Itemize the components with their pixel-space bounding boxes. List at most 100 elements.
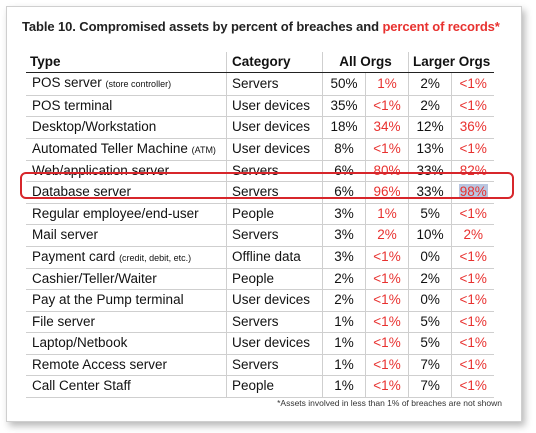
cell-all-records-text: <1%: [373, 335, 401, 351]
cell-all-breaches-text: 6%: [334, 163, 354, 179]
cell-larger-records: <1%: [451, 138, 495, 162]
cell-all-records: <1%: [365, 375, 409, 398]
cell-all-breaches-text: 1%: [334, 378, 354, 394]
cell-all-records: <1%: [365, 95, 409, 118]
cell-type-text: Regular employee/end-user: [32, 205, 199, 221]
cell-larger-records-text: <1%: [459, 292, 487, 308]
cell-all-breaches-text: 2%: [334, 271, 354, 287]
cell-larger-breaches-text: 5%: [420, 313, 440, 329]
title-main: Table 10. Compromised assets by percent …: [22, 19, 383, 34]
cell-all-breaches-text: 3%: [334, 205, 354, 221]
cell-all-records-text: <1%: [373, 356, 401, 372]
cell-all-records-text: 80%: [373, 163, 401, 179]
cell-larger-records-text: <1%: [459, 335, 487, 351]
table-row: Regular employee/end-user People 3% 1% 5% <1%: [26, 203, 495, 226]
cell-larger-breaches-text: 2%: [420, 271, 440, 287]
cell-larger-records-text: <1%: [459, 97, 487, 113]
cell-all-records: <1%: [365, 311, 409, 334]
cell-larger-breaches-text: 13%: [416, 141, 444, 157]
cell-category-text: People: [232, 205, 275, 221]
table-row: Cashier/Teller/Waiter People 2% <1% 2% <1%: [26, 268, 495, 291]
cell-all-breaches: 2%: [322, 289, 366, 312]
cell-larger-records: 36%: [451, 116, 495, 139]
cell-larger-breaches-text: 2%: [420, 75, 440, 91]
cell-larger-records-text: <1%: [459, 378, 487, 394]
cell-larger-breaches: 33%: [407, 160, 452, 183]
cell-category: User devices: [226, 332, 323, 355]
cell-category-text: Servers: [232, 184, 279, 200]
cell-category-text: User devices: [232, 97, 311, 113]
cell-type-text: POS terminal: [32, 97, 113, 113]
cell-category-text: User devices: [232, 119, 311, 135]
cell-all-records: <1%: [365, 332, 409, 355]
table-row: Remote Access server Servers 1% <1% 7% <1%: [26, 354, 495, 377]
cell-category-text: Servers: [232, 75, 279, 91]
cell-all-records-text: <1%: [373, 378, 401, 394]
cell-all-breaches: 6%: [322, 160, 366, 183]
cell-category: People: [226, 268, 323, 291]
table-row: Automated Teller Machine (ATM) User devic…: [26, 138, 495, 162]
cell-larger-breaches: 7%: [407, 354, 452, 377]
cell-type-text: Laptop/Netbook: [32, 335, 128, 351]
cell-category-text: Offline data: [232, 249, 301, 265]
cell-larger-records-text: 36%: [459, 119, 487, 135]
cell-category: Servers: [226, 354, 323, 377]
cell-all-breaches: 1%: [322, 354, 366, 377]
cell-larger-records-text: 82%: [459, 163, 487, 179]
cell-larger-breaches: 5%: [407, 311, 452, 334]
cell-all-records: <1%: [365, 138, 409, 162]
cell-all-records: <1%: [365, 268, 409, 291]
cell-larger-records: <1%: [451, 311, 495, 334]
cell-larger-records-text: <1%: [459, 249, 487, 265]
cell-category-text: Servers: [232, 227, 279, 243]
cell-larger-breaches: 12%: [407, 116, 452, 139]
cell-category-text: User devices: [232, 292, 311, 308]
header-category: Category: [226, 52, 323, 74]
compromised-assets-table: Type Category All Orgs Larger Orgs POS s…: [26, 52, 495, 398]
cell-larger-breaches-text: 5%: [420, 205, 440, 221]
cell-larger-breaches: 5%: [407, 203, 452, 226]
cell-all-records-text: <1%: [373, 271, 401, 287]
table-row: Pay at the Pump terminal User devices 2% <1…: [26, 289, 495, 312]
cell-category: Servers: [226, 72, 323, 96]
cell-larger-breaches: 13%: [407, 138, 452, 162]
cell-larger-breaches-text: 7%: [420, 378, 440, 394]
cell-all-breaches-text: 6%: [334, 184, 354, 200]
header-larger-orgs: Larger Orgs: [408, 52, 495, 74]
cell-all-records: <1%: [365, 354, 409, 377]
cell-larger-records-text: <1%: [459, 75, 487, 91]
cell-all-records: 34%: [365, 116, 409, 139]
cell-type: Web/application server: [26, 160, 227, 183]
cell-all-records-text: <1%: [373, 292, 401, 308]
cell-category: User devices: [226, 116, 323, 139]
title-asterisk: *: [494, 19, 500, 34]
title-records: percent of records: [382, 19, 495, 34]
cell-larger-records: <1%: [451, 72, 495, 96]
cell-all-records: 1%: [365, 72, 409, 96]
cell-type-text: Web/application server: [32, 163, 170, 179]
cell-all-breaches-text: 35%: [330, 97, 358, 113]
cell-type: Call Center Staff: [26, 375, 227, 398]
cell-type: File server: [26, 311, 227, 334]
cell-type-text: Pay at the Pump terminal: [32, 292, 184, 308]
cell-type-note: (ATM): [191, 144, 216, 155]
cell-type-text: Automated Teller Machine: [32, 140, 188, 156]
cell-larger-breaches: 2%: [407, 268, 452, 291]
cell-category-text: Servers: [232, 313, 279, 329]
cell-larger-records: <1%: [451, 332, 495, 355]
cell-all-records-text: 2%: [377, 227, 397, 243]
cell-type: Remote Access server: [26, 354, 227, 377]
header-type: Type: [26, 52, 227, 74]
cell-category: User devices: [226, 95, 323, 118]
table-row: Call Center Staff People 1% <1% 7% <1%: [26, 375, 495, 398]
header-row: Type Category All Orgs Larger Orgs: [26, 52, 495, 74]
cell-larger-records: <1%: [451, 289, 495, 312]
cell-all-breaches-text: 2%: [334, 292, 354, 308]
cell-larger-breaches-text: 0%: [420, 292, 440, 308]
cell-larger-records-text: <1%: [459, 141, 487, 157]
cell-larger-breaches-text: 5%: [420, 335, 440, 351]
cell-all-breaches: 18%: [322, 116, 366, 139]
cell-category: Offline data: [226, 246, 323, 270]
cell-all-breaches-text: 8%: [334, 141, 354, 157]
cell-category: User devices: [226, 138, 323, 162]
